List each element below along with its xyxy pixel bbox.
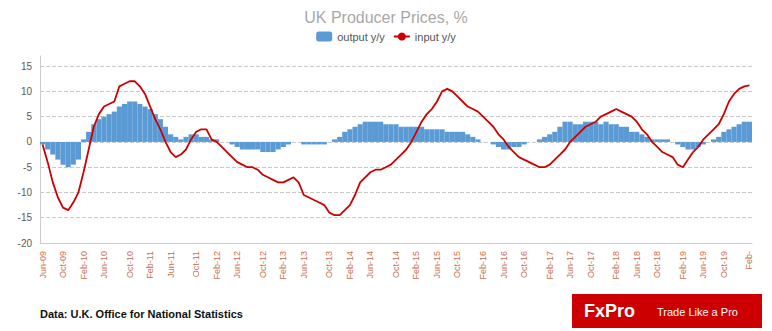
svg-text:Jun-10: Jun-10 xyxy=(99,251,109,279)
svg-text:Feb-13: Feb-13 xyxy=(278,251,288,280)
svg-text:Jun-11: Jun-11 xyxy=(166,251,176,278)
svg-text:15: 15 xyxy=(21,61,33,72)
svg-text:Feb-17: Feb-17 xyxy=(545,251,555,280)
svg-text:-5: -5 xyxy=(23,162,32,173)
svg-text:Oct-09: Oct-09 xyxy=(58,251,68,278)
svg-text:Oct-12: Oct-12 xyxy=(258,251,268,278)
svg-text:Feb-15: Feb-15 xyxy=(411,251,421,280)
svg-text:Jun-16: Jun-16 xyxy=(499,251,509,279)
svg-text:input y/y: input y/y xyxy=(415,31,456,43)
svg-text:Feb-10: Feb-10 xyxy=(79,251,89,280)
svg-text:Jun-19: Jun-19 xyxy=(698,251,708,279)
svg-text:Feb-: Feb- xyxy=(744,251,754,270)
svg-text:-15: -15 xyxy=(18,212,33,223)
svg-text:Jun-14: Jun-14 xyxy=(365,251,375,279)
svg-text:Data: U.K. Office for National: Data: U.K. Office for National Statistic… xyxy=(40,308,243,320)
svg-text:Feb-14: Feb-14 xyxy=(345,251,355,280)
svg-text:Jun-17: Jun-17 xyxy=(565,251,575,279)
svg-text:Feb-18: Feb-18 xyxy=(611,251,621,280)
svg-text:Oct-13: Oct-13 xyxy=(324,251,334,278)
svg-text:-10: -10 xyxy=(18,187,33,198)
svg-text:Oct-18: Oct-18 xyxy=(652,251,662,278)
svg-text:Jun-13: Jun-13 xyxy=(299,251,309,279)
svg-text:FxPro: FxPro xyxy=(584,301,635,321)
svg-text:10: 10 xyxy=(21,86,33,97)
svg-text:Feb-11: Feb-11 xyxy=(145,251,155,279)
svg-text:Jun-18: Jun-18 xyxy=(632,251,642,279)
svg-text:Feb-19: Feb-19 xyxy=(678,251,688,280)
svg-text:Oct-14: Oct-14 xyxy=(391,251,401,278)
svg-text:Feb-12: Feb-12 xyxy=(212,251,222,280)
svg-text:5: 5 xyxy=(26,111,32,122)
svg-text:Oct-15: Oct-15 xyxy=(452,251,462,278)
svg-text:Trade Like a Pro: Trade Like a Pro xyxy=(657,306,738,318)
svg-text:Oct-10: Oct-10 xyxy=(125,251,135,278)
svg-text:output y/y: output y/y xyxy=(337,31,385,43)
svg-text:0: 0 xyxy=(26,136,32,147)
svg-text:Feb-16: Feb-16 xyxy=(478,251,488,280)
svg-text:UK Producer Prices, %: UK Producer Prices, % xyxy=(304,9,468,26)
svg-text:Oct-19: Oct-19 xyxy=(719,251,729,278)
svg-text:Oct-17: Oct-17 xyxy=(586,251,596,278)
svg-text:Jun-12: Jun-12 xyxy=(232,251,242,279)
svg-text:Oct-16: Oct-16 xyxy=(519,251,529,278)
svg-text:Jun-09: Jun-09 xyxy=(38,251,48,279)
svg-text:Jun-15: Jun-15 xyxy=(432,251,442,279)
svg-text:Oct-11: Oct-11 xyxy=(191,251,201,277)
svg-text:-20: -20 xyxy=(18,238,33,249)
